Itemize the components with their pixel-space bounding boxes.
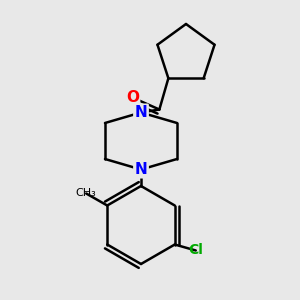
Text: O: O (126, 90, 139, 105)
Text: N: N (135, 162, 147, 177)
Text: Cl: Cl (188, 244, 203, 257)
Text: CH₃: CH₃ (76, 188, 97, 199)
Text: N: N (135, 105, 147, 120)
